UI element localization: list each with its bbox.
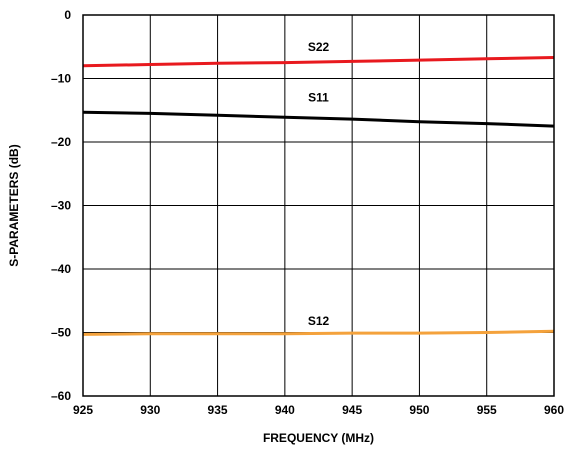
series-line-s22 bbox=[82, 56, 555, 68]
series-line-s12 bbox=[82, 329, 555, 336]
x-tick-label: 950 bbox=[409, 403, 429, 417]
x-tick-label: 945 bbox=[342, 403, 362, 417]
x-tick-label: 930 bbox=[140, 403, 160, 417]
series-lines bbox=[82, 56, 555, 336]
series-line-s11 bbox=[82, 110, 555, 128]
series-label-s22: S22 bbox=[308, 40, 330, 54]
x-tick-labels: 925 930 935 940 945 950 955 960 bbox=[73, 403, 564, 417]
plot-frame bbox=[82, 14, 555, 397]
y-tick-label: 0 bbox=[64, 8, 71, 22]
x-tick-label: 935 bbox=[208, 403, 228, 417]
series-labels: S22 S11 S12 bbox=[308, 40, 330, 328]
x-tick-label: 925 bbox=[73, 403, 93, 417]
x-tick-label: 955 bbox=[477, 403, 497, 417]
y-tick-label: –10 bbox=[51, 72, 71, 86]
y-axis-title: S-PARAMETERS (dB) bbox=[7, 144, 21, 266]
y-tick-labels: 0 –10 –20 –30 –40 –50 –60 bbox=[51, 8, 71, 403]
y-tick-label: –50 bbox=[51, 326, 71, 340]
x-tick-label: 960 bbox=[544, 403, 564, 417]
y-tick-label: –60 bbox=[51, 389, 71, 403]
grid bbox=[82, 14, 555, 397]
y-tick-label: –20 bbox=[51, 135, 71, 149]
x-axis-title: FREQUENCY (MHz) bbox=[263, 431, 374, 445]
y-tick-label: –30 bbox=[51, 199, 71, 213]
series-label-s12: S12 bbox=[308, 314, 330, 328]
series-label-s11: S11 bbox=[308, 91, 329, 105]
y-tick-label: –40 bbox=[51, 262, 71, 276]
x-tick-label: 940 bbox=[275, 403, 295, 417]
